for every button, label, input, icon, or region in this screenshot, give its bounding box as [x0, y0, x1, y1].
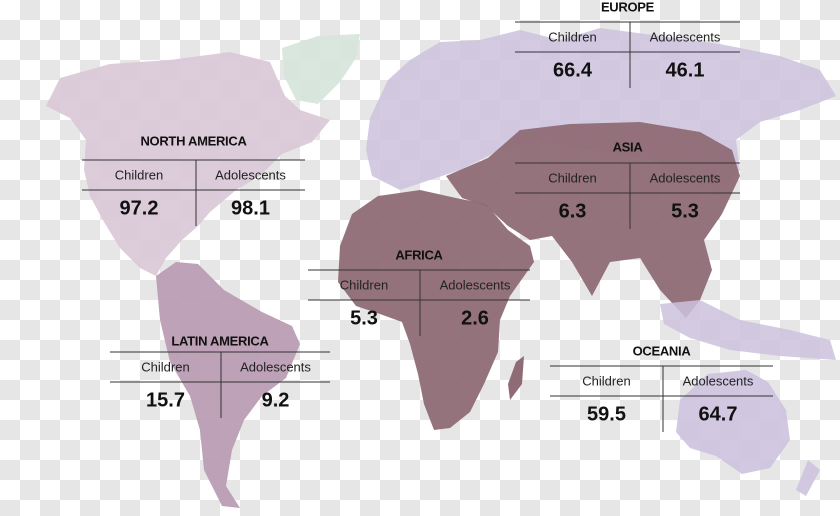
column-header: Adolescents: [440, 277, 511, 292]
column-header: Adolescents: [650, 29, 721, 44]
column-header: Children: [548, 29, 596, 44]
children-value: 5.3: [350, 307, 378, 329]
adolescents-value: 2.6: [461, 307, 489, 329]
region-title: AFRICA: [395, 247, 443, 262]
region-title: LATIN AMERICA: [171, 333, 269, 348]
africa: [338, 190, 534, 430]
madagascar: [508, 356, 524, 400]
adolescents-value: 64.7: [699, 403, 738, 425]
children-value: 15.7: [146, 389, 185, 411]
new-zealand: [796, 460, 820, 496]
region-title: EUROPE: [601, 0, 655, 14]
adolescents-value: 46.1: [666, 59, 705, 81]
children-value: 97.2: [120, 197, 159, 219]
latin-america: [156, 262, 300, 508]
column-header: Children: [340, 277, 388, 292]
children-value: 66.4: [553, 59, 593, 81]
adolescents-value: 9.2: [262, 389, 290, 411]
column-header: Adolescents: [683, 373, 754, 388]
region-title: NORTH AMERICA: [140, 133, 247, 148]
adolescents-value: 98.1: [231, 197, 270, 219]
continents: [46, 28, 836, 508]
children-value: 59.5: [587, 403, 626, 425]
column-header: Children: [115, 167, 163, 182]
column-header: Children: [141, 359, 189, 374]
column-header: Adolescents: [240, 359, 311, 374]
region-title: ASIA: [613, 139, 644, 154]
column-header: Children: [582, 373, 630, 388]
north-america: [46, 52, 330, 276]
column-header: Adolescents: [215, 167, 286, 182]
adolescents-value: 5.3: [671, 200, 699, 222]
greenland: [282, 34, 360, 104]
region-tables: EUROPE Children Adolescents 66.4 46.1 NORTH A…: [82, 0, 773, 432]
region-title: OCEANIA: [633, 343, 692, 358]
southeast-asia: [660, 300, 836, 360]
column-header: Adolescents: [650, 170, 721, 185]
column-header: Children: [548, 170, 596, 185]
asia: [446, 122, 740, 318]
children-value: 6.3: [559, 200, 587, 222]
